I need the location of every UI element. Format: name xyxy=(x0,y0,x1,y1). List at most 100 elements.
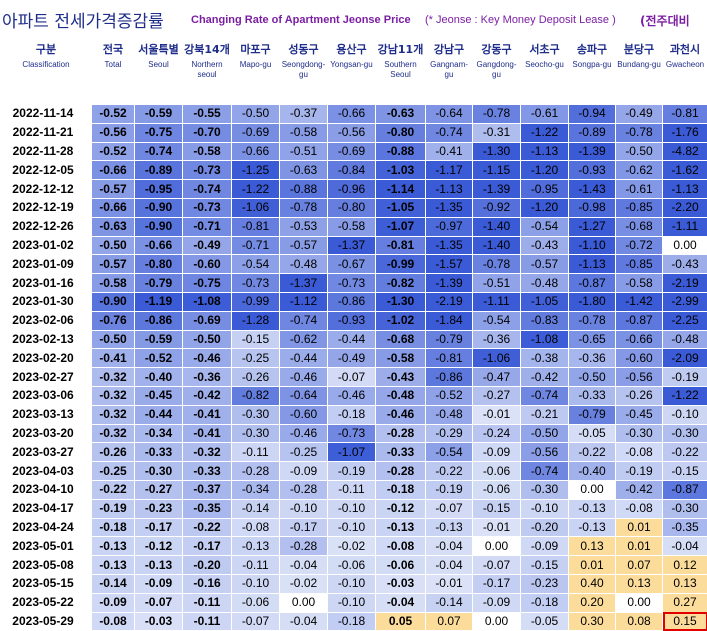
value-cell: -0.69 xyxy=(232,123,280,142)
value-cell: -0.80 xyxy=(328,198,376,217)
value-cell: -0.08 xyxy=(92,612,135,631)
value-cell: -1.37 xyxy=(328,236,376,255)
value-cell: -0.73 xyxy=(328,424,376,443)
value-cell: -0.02 xyxy=(328,537,376,556)
value-cell: -1.08 xyxy=(183,292,232,311)
column-header-ko: 성동구 xyxy=(280,42,327,57)
value-cell: -0.57 xyxy=(280,236,328,255)
value-cell: -0.66 xyxy=(92,198,135,217)
column-header-ko: 전국 xyxy=(92,42,134,57)
value-cell: -1.05 xyxy=(376,198,426,217)
value-cell: -0.10 xyxy=(663,405,707,424)
value-cell: 0.00 xyxy=(280,593,328,612)
value-cell: -0.33 xyxy=(376,443,426,462)
value-cell: -0.86 xyxy=(135,311,183,330)
value-cell: -0.13 xyxy=(426,518,473,537)
value-cell: -0.58 xyxy=(376,349,426,368)
title-korean: 아파트 전세가격증감률 xyxy=(2,7,164,32)
value-cell: -0.32 xyxy=(92,368,135,387)
value-cell: -0.01 xyxy=(473,518,521,537)
column-header-ko: 강북14개 xyxy=(183,42,231,57)
value-cell: -0.18 xyxy=(92,518,135,537)
column-header-ko: 과천시 xyxy=(663,42,707,57)
value-cell: -1.42 xyxy=(616,292,663,311)
value-cell: -0.06 xyxy=(232,593,280,612)
value-cell: -0.66 xyxy=(92,161,135,180)
table-row: 2023-01-30-0.90-1.19-1.08-0.99-1.12-0.86… xyxy=(1,292,707,311)
value-cell: -0.20 xyxy=(183,556,232,575)
row-date: 2022-11-21 xyxy=(1,123,92,142)
value-cell: -0.01 xyxy=(426,574,473,593)
value-cell: 0.40 xyxy=(569,574,616,593)
value-cell: -0.06 xyxy=(328,556,376,575)
row-date: 2022-12-12 xyxy=(1,180,92,199)
value-cell: -0.09 xyxy=(280,462,328,481)
value-cell: -0.09 xyxy=(473,443,521,462)
value-cell: 0.07 xyxy=(426,612,473,631)
column-header-en: Seoul xyxy=(135,60,182,70)
value-cell: -0.35 xyxy=(183,499,232,518)
value-cell: -0.60 xyxy=(280,405,328,424)
value-cell: -1.35 xyxy=(426,236,473,255)
value-cell: -0.30 xyxy=(232,405,280,424)
value-cell: -0.03 xyxy=(376,574,426,593)
value-cell: -0.52 xyxy=(92,105,135,124)
value-cell: -0.73 xyxy=(183,198,232,217)
value-cell: -0.11 xyxy=(183,612,232,631)
value-cell: -1.39 xyxy=(569,142,616,161)
row-date: 2023-02-27 xyxy=(1,368,92,387)
value-cell: -0.85 xyxy=(616,198,663,217)
value-cell: -0.89 xyxy=(135,161,183,180)
row-date: 2023-01-02 xyxy=(1,236,92,255)
value-cell: -1.22 xyxy=(521,123,569,142)
value-cell: -1.12 xyxy=(280,292,328,311)
value-cell: -0.25 xyxy=(280,443,328,462)
value-cell: -0.05 xyxy=(569,424,616,443)
table-row: 2023-05-01-0.13-0.12-0.17-0.13-0.28-0.02… xyxy=(1,537,707,556)
value-cell: -1.17 xyxy=(426,161,473,180)
value-cell: -0.22 xyxy=(92,480,135,499)
value-cell: -0.73 xyxy=(328,274,376,293)
value-cell: -0.12 xyxy=(135,537,183,556)
value-cell: -0.48 xyxy=(426,405,473,424)
value-cell: -0.66 xyxy=(616,330,663,349)
value-cell: -0.04 xyxy=(280,556,328,575)
value-cell: -0.80 xyxy=(135,255,183,274)
row-date: 2022-12-05 xyxy=(1,161,92,180)
value-cell: -0.59 xyxy=(135,330,183,349)
value-cell: -0.26 xyxy=(232,368,280,387)
row-date: 2023-01-16 xyxy=(1,274,92,293)
value-cell: -1.37 xyxy=(280,274,328,293)
value-cell: -0.50 xyxy=(183,330,232,349)
value-cell: -0.57 xyxy=(521,255,569,274)
value-cell: -0.89 xyxy=(569,123,616,142)
value-cell: -4.82 xyxy=(663,142,707,161)
value-cell: -0.14 xyxy=(92,574,135,593)
value-cell: -0.88 xyxy=(376,142,426,161)
value-cell: -0.74 xyxy=(135,142,183,161)
value-cell: -0.50 xyxy=(616,142,663,161)
row-header-ko: 구분 xyxy=(1,42,91,57)
value-cell: -0.44 xyxy=(328,330,376,349)
row-date: 2023-05-08 xyxy=(1,556,92,575)
value-cell: -0.87 xyxy=(569,274,616,293)
value-cell: -0.02 xyxy=(280,574,328,593)
value-cell: -0.46 xyxy=(328,386,376,405)
value-cell: -0.59 xyxy=(135,105,183,124)
value-cell: 0.13 xyxy=(569,537,616,556)
row-date: 2023-05-15 xyxy=(1,574,92,593)
value-cell: -0.74 xyxy=(521,386,569,405)
value-cell: -0.66 xyxy=(328,105,376,124)
value-cell: -0.96 xyxy=(328,180,376,199)
value-cell: 0.07 xyxy=(616,556,663,575)
value-cell: -0.72 xyxy=(616,236,663,255)
row-date: 2023-04-17 xyxy=(1,499,92,518)
value-cell: -0.50 xyxy=(232,105,280,124)
value-cell: -0.17 xyxy=(280,518,328,537)
value-cell: -0.46 xyxy=(280,368,328,387)
column-header-ko: 송파구 xyxy=(569,42,615,57)
value-cell: -0.80 xyxy=(376,123,426,142)
value-cell: -0.46 xyxy=(183,349,232,368)
value-cell: -1.39 xyxy=(473,180,521,199)
value-cell: -0.43 xyxy=(521,236,569,255)
